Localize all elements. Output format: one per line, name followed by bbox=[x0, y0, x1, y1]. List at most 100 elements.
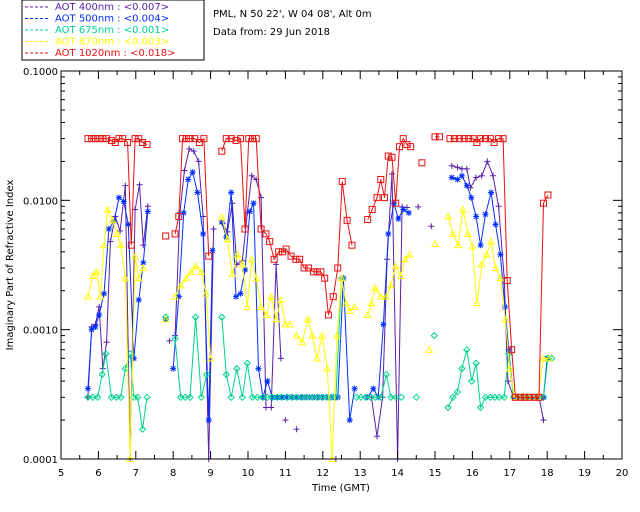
data-point bbox=[463, 345, 471, 354]
data-point bbox=[382, 370, 391, 379]
data-point bbox=[357, 393, 365, 401]
data-point bbox=[181, 393, 189, 401]
data-point bbox=[268, 393, 277, 401]
data-point bbox=[209, 247, 216, 254]
data-point bbox=[179, 135, 187, 143]
data-point bbox=[397, 393, 406, 401]
data-point bbox=[321, 274, 329, 282]
data-point bbox=[115, 194, 122, 201]
data-point bbox=[407, 143, 415, 151]
data-point bbox=[197, 393, 205, 401]
data-point bbox=[200, 230, 207, 237]
data-point bbox=[450, 135, 458, 143]
data-point bbox=[300, 264, 308, 272]
data-point bbox=[223, 234, 230, 241]
data-point bbox=[115, 135, 123, 143]
data-point bbox=[136, 181, 143, 188]
x-tick-label: 11 bbox=[279, 468, 292, 479]
data-point bbox=[449, 229, 457, 237]
data-point bbox=[371, 283, 380, 291]
data-point bbox=[277, 295, 285, 303]
data-point bbox=[247, 255, 256, 263]
data-point bbox=[180, 209, 187, 216]
data-point bbox=[448, 162, 455, 169]
data-point bbox=[182, 135, 190, 143]
data-point bbox=[120, 198, 127, 205]
data-point bbox=[377, 393, 385, 401]
data-point bbox=[88, 326, 95, 333]
data-point bbox=[222, 370, 231, 379]
data-point bbox=[392, 199, 400, 207]
data-point bbox=[346, 417, 353, 424]
plot-data bbox=[84, 133, 556, 462]
data-point bbox=[95, 135, 103, 143]
data-point bbox=[185, 176, 192, 183]
data-point bbox=[233, 293, 240, 300]
data-point bbox=[464, 229, 472, 237]
data-point bbox=[377, 175, 385, 183]
data-point bbox=[139, 139, 147, 147]
data-point bbox=[391, 262, 400, 270]
data-point bbox=[298, 393, 306, 401]
data-point bbox=[175, 293, 182, 300]
data-point bbox=[501, 315, 510, 323]
data-point bbox=[262, 404, 269, 411]
data-point bbox=[399, 135, 407, 143]
legend-box bbox=[21, 0, 205, 61]
x-tick-label: 6 bbox=[95, 468, 101, 479]
data-point bbox=[495, 203, 502, 210]
data-point bbox=[218, 313, 226, 321]
series-line bbox=[87, 207, 144, 460]
data-point bbox=[454, 164, 461, 171]
data-point bbox=[96, 292, 105, 300]
data-point bbox=[332, 393, 340, 401]
data-point bbox=[459, 205, 467, 213]
data-point bbox=[170, 365, 177, 372]
x-tick-label: 16 bbox=[466, 468, 479, 479]
data-point bbox=[338, 177, 346, 185]
data-point bbox=[162, 313, 170, 321]
data-point bbox=[364, 216, 372, 224]
series-line bbox=[221, 137, 353, 316]
data-point bbox=[431, 239, 439, 247]
data-point bbox=[189, 169, 196, 176]
data-point bbox=[292, 331, 301, 339]
data-point bbox=[238, 393, 247, 401]
data-point bbox=[161, 315, 170, 323]
y-tick-label: 0.1000 bbox=[23, 67, 58, 78]
data-point bbox=[218, 147, 226, 155]
data-point bbox=[484, 158, 491, 165]
data-point bbox=[463, 182, 470, 189]
data-point bbox=[111, 139, 119, 147]
series-line bbox=[370, 173, 407, 460]
data-point bbox=[308, 393, 317, 401]
data-point bbox=[492, 221, 499, 228]
x-tick-label: 20 bbox=[616, 468, 629, 479]
data-point bbox=[262, 230, 270, 238]
data-point bbox=[241, 225, 249, 233]
data-point bbox=[135, 296, 142, 303]
data-point bbox=[93, 393, 102, 401]
data-point bbox=[540, 417, 547, 424]
data-point bbox=[272, 315, 280, 323]
data-point bbox=[313, 393, 321, 401]
data-point bbox=[210, 226, 217, 233]
data-point bbox=[390, 200, 397, 207]
data-point bbox=[283, 394, 290, 401]
data-point bbox=[478, 172, 485, 179]
data-point bbox=[482, 250, 491, 258]
data-point bbox=[130, 355, 137, 362]
data-point bbox=[227, 135, 235, 143]
data-point bbox=[105, 226, 112, 233]
data-point bbox=[233, 250, 242, 258]
data-point bbox=[376, 292, 385, 300]
data-point bbox=[516, 393, 524, 401]
data-point bbox=[166, 337, 173, 344]
x-tick-label: 18 bbox=[541, 468, 554, 479]
data-point bbox=[227, 393, 235, 401]
data-point bbox=[186, 135, 194, 143]
data-point bbox=[473, 299, 481, 307]
data-point bbox=[268, 404, 275, 411]
data-point bbox=[468, 194, 475, 201]
